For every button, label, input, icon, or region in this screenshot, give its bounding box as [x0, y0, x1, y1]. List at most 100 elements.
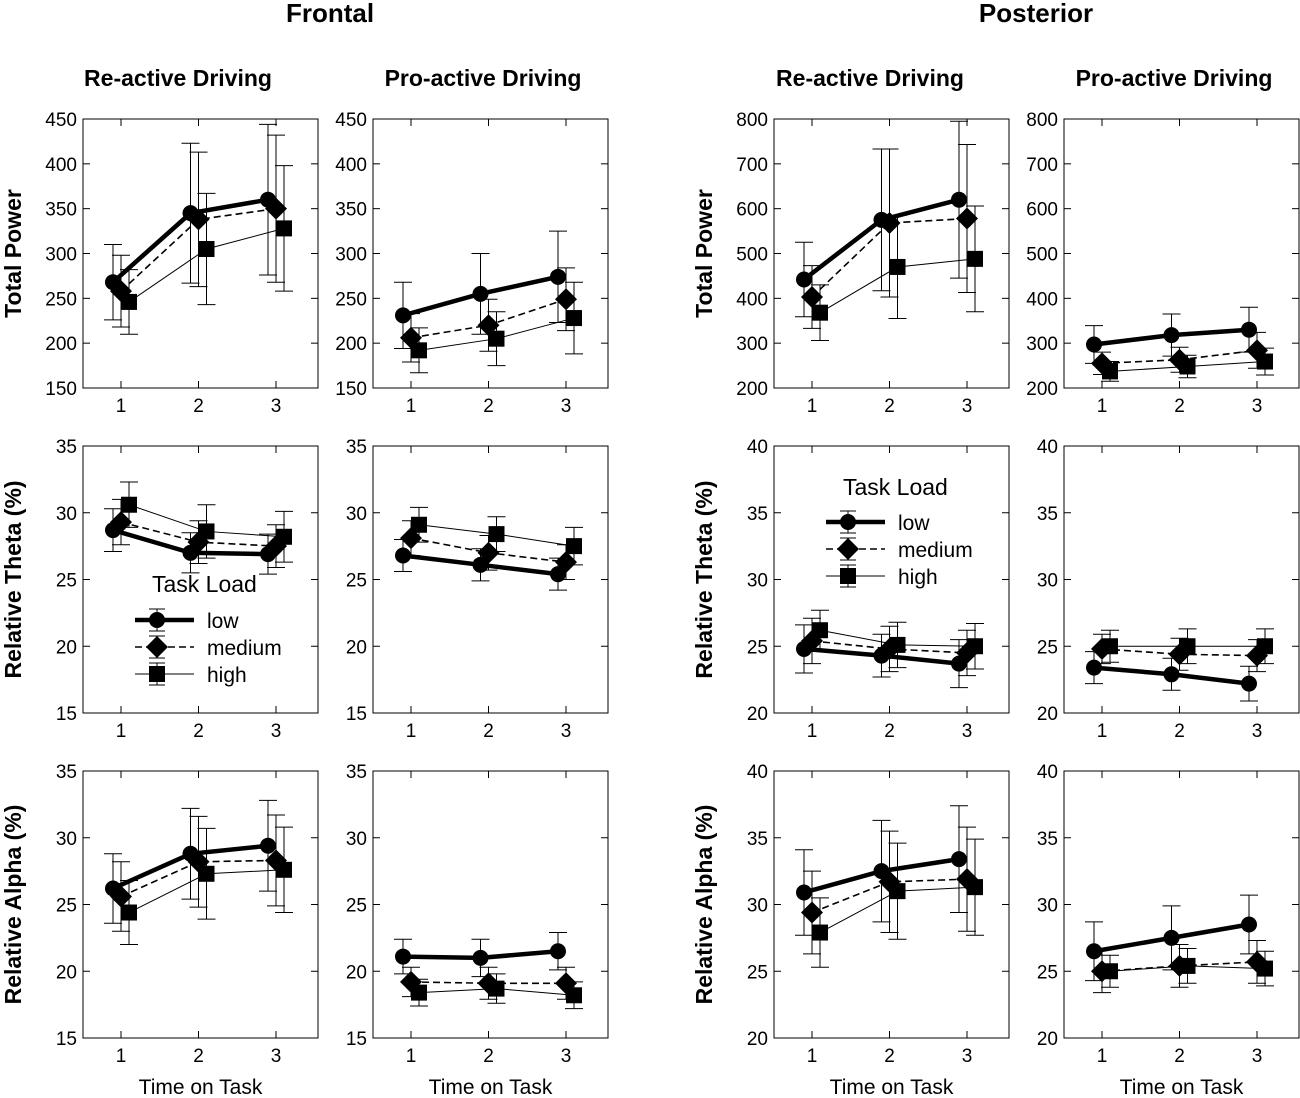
data-point-low: [1163, 929, 1180, 946]
data-point-low: [550, 268, 566, 285]
y-tick-label: 30: [1037, 571, 1058, 592]
y-axis-label: Relative Alpha (%): [691, 805, 717, 1005]
data-point-high: [812, 304, 828, 321]
series-low: [104, 123, 277, 321]
data-point-high: [411, 984, 427, 1001]
legend-marks: [135, 608, 194, 686]
legend-marks: [826, 510, 885, 588]
data-point-low: [796, 884, 812, 901]
y-tick-label: 35: [346, 762, 367, 783]
y-tick-label: 35: [56, 762, 77, 783]
series-high: [1101, 948, 1274, 988]
x-axis-label: Time on Task: [830, 1076, 954, 1098]
x-tick-label: 3: [1252, 396, 1263, 417]
y-tick-label: 40: [747, 437, 768, 458]
data-point-high: [1102, 638, 1118, 655]
panel-r0c0: 150 200 250 300 350 400 450 1 2 3 Total Power: [0, 110, 319, 417]
data-point-high: [812, 622, 828, 639]
data-point-medium: [477, 541, 500, 564]
data-point-low: [1241, 321, 1257, 338]
y-tick-label: 30: [747, 896, 768, 917]
x-tick-label: 2: [483, 396, 494, 417]
legend-marker-low: [149, 612, 165, 628]
y-tick-label: 200: [45, 334, 77, 355]
y-tick-label: 40: [1037, 762, 1058, 783]
data-point-high: [889, 258, 906, 275]
legend-label-medium: medium: [898, 539, 973, 562]
data-point-high: [1257, 638, 1273, 655]
y-tick-label: 600: [1026, 200, 1058, 221]
y-tick-label: 35: [1037, 504, 1058, 525]
x-tick-label: 3: [962, 1046, 973, 1067]
x-tick-label: 3: [1252, 721, 1263, 742]
data-point-high: [967, 638, 983, 655]
y-tick-label: 400: [1026, 289, 1058, 310]
x-tick-label: 3: [962, 721, 973, 742]
x-tick-label: 1: [807, 396, 818, 417]
y-tick-label: 30: [1037, 896, 1058, 917]
series-medium: [801, 144, 978, 329]
data-point-low: [796, 271, 812, 288]
data-point-medium: [878, 212, 901, 235]
y-tick-label: 600: [736, 200, 768, 221]
y-tick-label: 25: [1037, 637, 1058, 658]
series-high: [1101, 347, 1274, 382]
y-tick-label: 25: [1037, 962, 1058, 983]
y-tick-label: 800: [1026, 110, 1058, 131]
x-tick-label: 1: [807, 721, 818, 742]
legend-item-high: [826, 564, 885, 588]
y-tick-label: 250: [45, 289, 77, 310]
y-tick-label: 500: [1026, 245, 1058, 266]
legend-label-high: high: [207, 664, 247, 687]
data-point-high: [1179, 358, 1196, 375]
data-point-high: [121, 904, 137, 921]
x-tick-label: 2: [884, 721, 895, 742]
y-tick-label: 20: [56, 637, 77, 658]
y-tick-label: 25: [346, 571, 367, 592]
data-point-high: [1102, 363, 1118, 380]
data-point-high: [276, 861, 292, 878]
x-tick-label: 3: [561, 721, 572, 742]
y-tick-label: 30: [346, 829, 367, 850]
data-point-high: [276, 220, 292, 237]
y-tick-label: 15: [56, 704, 77, 725]
y-tick-label: 25: [56, 571, 77, 592]
data-point-low: [951, 851, 967, 868]
panel-r1c0: 15 20 25 30 35 1 2 3 Relative Theta (%): [0, 437, 319, 742]
y-tick-label: 200: [335, 334, 367, 355]
data-point-low: [951, 191, 967, 208]
y-tick-label: 20: [56, 962, 77, 983]
x-tick-label: 3: [1252, 1046, 1263, 1067]
panel-r0c3: 200 300 400 500 600 700 800 1 2 3: [1026, 110, 1300, 417]
series-low: [394, 230, 567, 350]
y-tick-label: 450: [45, 110, 77, 131]
data-point-high: [1102, 963, 1118, 980]
y-tick-label: 150: [45, 379, 77, 400]
y-tick-label: 300: [45, 245, 77, 266]
y-tick-label: 500: [736, 245, 768, 266]
legend-marker-low: [840, 514, 856, 530]
data-point-high: [411, 342, 427, 359]
legend-frontal: Task Load low medium high: [135, 571, 282, 687]
y-axis-label: Relative Alpha (%): [0, 805, 26, 1005]
x-tick-label: 2: [193, 721, 204, 742]
data-point-low: [1163, 666, 1180, 683]
data-point-low: [395, 307, 411, 324]
data-point-high: [121, 496, 137, 513]
x-tick-label: 2: [483, 721, 494, 742]
data-point-high: [1179, 957, 1196, 974]
x-tick-label: 1: [807, 1046, 818, 1067]
x-tick-label: 1: [1097, 721, 1108, 742]
column-title-frontal-reactive: Re-active Driving: [84, 65, 272, 91]
series-high: [410, 973, 583, 1010]
x-axis-label: Time on Task: [429, 1076, 553, 1098]
y-tick-label: 400: [335, 155, 367, 176]
panel-r0c2: 200 300 400 500 600 700 800 1 2 3 Total Power: [691, 110, 1010, 417]
y-tick-label: 350: [335, 200, 367, 221]
y-tick-label: 15: [346, 704, 367, 725]
y-tick-label: 150: [335, 379, 367, 400]
data-point-medium: [555, 551, 577, 574]
y-tick-label: 20: [346, 962, 367, 983]
data-point-medium: [956, 207, 978, 230]
y-tick-label: 20: [747, 1029, 768, 1050]
